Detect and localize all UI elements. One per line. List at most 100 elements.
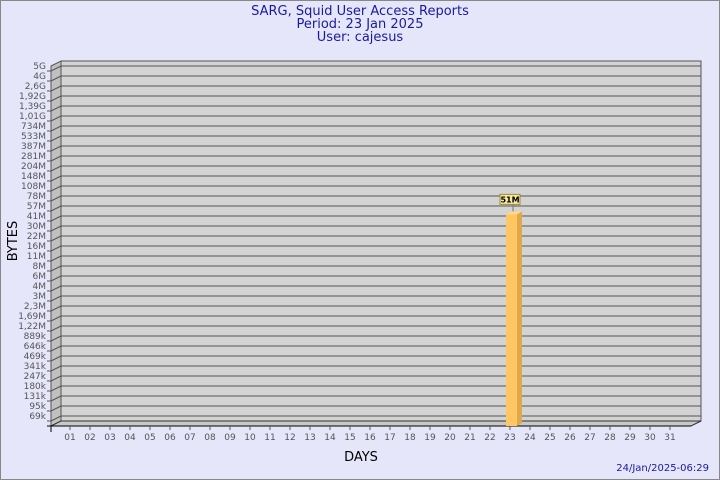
x-tick-label: 07 xyxy=(184,433,195,443)
y-tick-label: 11M xyxy=(27,252,46,262)
gridline-side xyxy=(50,85,62,92)
y-tick-label: 247k xyxy=(24,372,47,382)
x-tick-label: 13 xyxy=(304,433,315,443)
x-tick-label: 01 xyxy=(64,433,75,443)
y-tick-label: 533M xyxy=(21,132,46,142)
gridline-side xyxy=(50,215,62,222)
x-tick-label: 03 xyxy=(104,433,115,443)
x-tick-label: 29 xyxy=(624,433,636,443)
x-tick-label: 14 xyxy=(324,433,336,443)
y-tick-label: 8M xyxy=(33,262,47,272)
x-tick-label: 19 xyxy=(424,433,436,443)
gridline-side xyxy=(50,345,62,352)
x-tick-label: 22 xyxy=(484,433,495,443)
y-tick-label: 281M xyxy=(21,152,46,162)
x-tick-label: 20 xyxy=(444,433,456,443)
y-tick-label: 4M xyxy=(33,282,47,292)
gridline-side xyxy=(50,195,62,202)
data-label: 51M xyxy=(500,195,519,204)
y-tick-label: 22M xyxy=(27,232,46,242)
y-tick-label: 1,39G xyxy=(19,102,46,112)
data-label-box xyxy=(499,193,521,205)
bar-day-23 xyxy=(506,214,517,426)
x-tick-label: 15 xyxy=(344,433,355,443)
y-tick-label: 131k xyxy=(24,392,47,402)
gridline-side xyxy=(50,145,62,152)
bar-side xyxy=(517,211,522,426)
gridline-side xyxy=(50,415,62,422)
gridline-side xyxy=(50,155,62,162)
bar-top xyxy=(506,211,522,215)
y-tick-label: 2,6G xyxy=(25,82,46,92)
chart-title: SARG, Squid User Access Reports xyxy=(251,4,469,19)
x-tick-label: 31 xyxy=(664,433,675,443)
y-tick-label: 5G xyxy=(33,62,46,72)
gridline-side xyxy=(50,315,62,322)
y-tick-label: 95k xyxy=(29,402,46,412)
y-tick-label: 387M xyxy=(21,142,46,152)
gridline-side xyxy=(50,165,62,172)
y-tick-label: 341k xyxy=(24,362,47,372)
gridline-side xyxy=(50,205,62,212)
y-tick-label: 1,22M xyxy=(18,322,46,332)
y-tick-label: 889k xyxy=(24,332,47,342)
gridline-side xyxy=(50,175,62,182)
y-tick-label: 57M xyxy=(27,202,46,212)
y-tick-label: 108M xyxy=(21,182,46,192)
gridline-side xyxy=(50,235,62,242)
gridline-side xyxy=(50,395,62,402)
gridline-side xyxy=(50,385,62,392)
gridline-side xyxy=(50,375,62,382)
y-tick-label: 1,01G xyxy=(19,112,46,122)
gridline-side xyxy=(50,115,62,122)
gridline-side xyxy=(50,275,62,282)
gridline-side xyxy=(50,225,62,232)
y-tick-label: 4G xyxy=(33,72,46,82)
x-tick-label: 10 xyxy=(244,433,256,443)
y-tick-label: 78M xyxy=(27,192,46,202)
x-tick-label: 08 xyxy=(204,433,216,443)
x-tick-label: 05 xyxy=(144,433,155,443)
x-tick-label: 30 xyxy=(644,433,656,443)
x-tick-label: 27 xyxy=(584,433,595,443)
gridline-side xyxy=(50,245,62,252)
chart-user: User: cajesus xyxy=(316,30,404,45)
x-tick-label: 24 xyxy=(524,433,536,443)
x-tick-label: 17 xyxy=(384,433,395,443)
x-tick-label: 26 xyxy=(564,433,576,443)
y-tick-label: 16M xyxy=(27,242,46,252)
gridline-side xyxy=(50,305,62,312)
plot-back-wall xyxy=(60,60,702,422)
y-tick-label: 41M xyxy=(27,212,46,222)
x-tick-label: 06 xyxy=(164,433,176,443)
y-tick-label: 469k xyxy=(24,352,47,362)
gridline-side xyxy=(50,95,62,102)
gridline-side xyxy=(50,265,62,272)
gridline-side xyxy=(50,295,62,302)
x-tick-label: 12 xyxy=(284,433,295,443)
x-tick-label: 25 xyxy=(544,433,555,443)
gridline-side xyxy=(50,125,62,132)
gridline-side xyxy=(50,405,62,412)
gridline-side xyxy=(50,75,62,82)
y-tick-label: 180k xyxy=(24,382,47,392)
gridline-side xyxy=(50,335,62,342)
y-tick-label: 1,92G xyxy=(19,92,46,102)
x-tick-label: 02 xyxy=(84,433,95,443)
gridline-side xyxy=(50,135,62,142)
plot-side-wall xyxy=(50,60,62,427)
y-tick-label: 734M xyxy=(21,122,46,132)
gridline-side xyxy=(50,325,62,332)
x-tick-label: 18 xyxy=(404,433,416,443)
y-axis-label: BYTES xyxy=(6,221,21,262)
gridline-side xyxy=(50,285,62,292)
gridline-side xyxy=(50,365,62,372)
plot-floor xyxy=(50,420,702,427)
generated-timestamp: 24/Jan/2025-06:29 xyxy=(616,463,709,474)
y-tick-label: 3M xyxy=(33,292,47,302)
y-tick-label: 30M xyxy=(27,222,46,232)
x-tick-label: 04 xyxy=(124,433,136,443)
y-tick-label: 69k xyxy=(29,412,46,422)
